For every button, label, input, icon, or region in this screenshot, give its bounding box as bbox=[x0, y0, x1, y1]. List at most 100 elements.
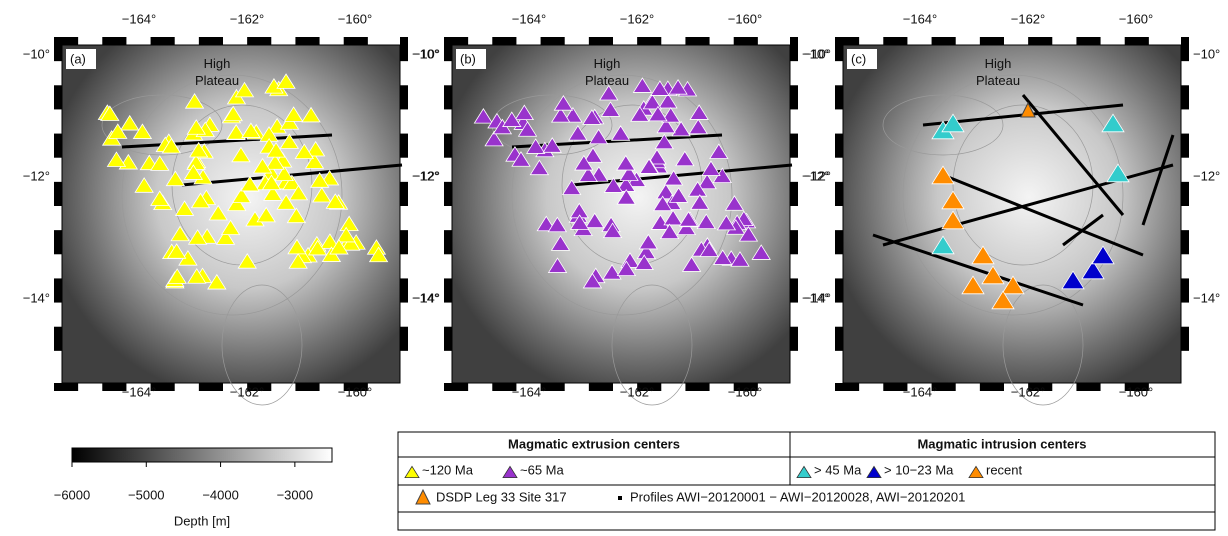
lon-tick-label: −160° bbox=[728, 11, 762, 26]
marker bbox=[525, 138, 546, 154]
marker bbox=[187, 268, 207, 284]
lon-tick-label: −162° bbox=[1011, 384, 1045, 399]
marker bbox=[941, 210, 965, 230]
frame bbox=[400, 230, 408, 256]
lat-tick-label: −12° bbox=[23, 168, 50, 183]
frame bbox=[444, 85, 452, 111]
frame bbox=[468, 37, 494, 45]
frame bbox=[1181, 230, 1189, 256]
lon-tick-label: −162° bbox=[620, 11, 654, 26]
marker bbox=[286, 207, 307, 224]
marker bbox=[663, 209, 683, 226]
frame bbox=[790, 350, 798, 376]
frame bbox=[835, 326, 843, 352]
frame bbox=[564, 37, 590, 45]
marker bbox=[312, 186, 332, 203]
lat-tick-label: −12° bbox=[1193, 168, 1220, 183]
frame bbox=[400, 206, 408, 232]
frame bbox=[54, 278, 62, 304]
marker bbox=[220, 219, 241, 236]
marker bbox=[568, 124, 588, 141]
frame bbox=[1124, 383, 1150, 391]
frame bbox=[790, 61, 798, 87]
frame bbox=[1052, 37, 1078, 45]
contour bbox=[611, 284, 693, 406]
frame bbox=[247, 383, 273, 391]
frame bbox=[835, 181, 843, 207]
frame bbox=[444, 383, 470, 391]
frame bbox=[757, 383, 783, 391]
marker bbox=[237, 253, 257, 269]
frame bbox=[247, 37, 273, 45]
marker bbox=[336, 226, 356, 243]
frame bbox=[835, 157, 843, 183]
frame bbox=[907, 37, 933, 45]
frame bbox=[931, 37, 957, 45]
frame bbox=[150, 383, 176, 391]
lat-tick-label: −12° bbox=[413, 168, 440, 183]
map-panel: (c) High Plateau −164° −164° −162° −162° −160° −… bbox=[804, 11, 1220, 406]
marker bbox=[309, 172, 330, 188]
frame bbox=[790, 326, 798, 352]
marker bbox=[981, 265, 1005, 285]
frame bbox=[223, 383, 249, 391]
profile bbox=[1062, 213, 1104, 247]
profile bbox=[872, 233, 1084, 307]
marker bbox=[473, 107, 494, 124]
frame bbox=[54, 157, 62, 183]
contour bbox=[101, 94, 223, 156]
frame bbox=[1028, 37, 1054, 45]
marker bbox=[661, 106, 681, 123]
frame bbox=[54, 326, 62, 352]
marker bbox=[991, 290, 1015, 310]
marker bbox=[208, 204, 228, 221]
frame bbox=[835, 254, 843, 280]
frame bbox=[444, 61, 452, 87]
lat-tick-label: −14° bbox=[23, 290, 50, 305]
lat-tick-label: −10° bbox=[412, 46, 439, 61]
frame bbox=[444, 254, 452, 280]
frame bbox=[1124, 37, 1150, 45]
marker bbox=[339, 215, 359, 232]
frame bbox=[1181, 85, 1189, 111]
marker bbox=[701, 160, 721, 176]
frame bbox=[295, 383, 321, 391]
marker bbox=[188, 141, 209, 158]
marker bbox=[941, 113, 965, 133]
frame bbox=[367, 383, 393, 391]
frame bbox=[444, 350, 452, 376]
marker bbox=[1101, 113, 1125, 133]
frame bbox=[54, 181, 62, 207]
marker bbox=[165, 170, 186, 187]
marker bbox=[329, 238, 349, 255]
frame bbox=[400, 85, 408, 111]
frame bbox=[1181, 181, 1189, 207]
frame bbox=[54, 85, 62, 111]
frame bbox=[54, 206, 62, 232]
marker bbox=[320, 233, 340, 249]
marker bbox=[588, 128, 609, 145]
marker bbox=[288, 253, 308, 269]
lat-tick-label: −10° bbox=[802, 46, 829, 61]
frame bbox=[78, 37, 104, 45]
frame bbox=[883, 37, 909, 45]
frame bbox=[835, 109, 843, 135]
frame bbox=[790, 254, 798, 280]
map-panel: (b) High Plateau −164° −164° −162° −162° −160° −… bbox=[413, 11, 829, 406]
frame bbox=[444, 37, 452, 63]
marker bbox=[226, 124, 246, 140]
frame bbox=[979, 383, 1005, 391]
marker bbox=[547, 257, 568, 273]
lat-tick-label: −14° bbox=[804, 290, 831, 305]
frame bbox=[444, 133, 452, 159]
frame bbox=[1181, 302, 1189, 328]
marker bbox=[941, 190, 965, 210]
frame bbox=[54, 133, 62, 159]
lat-tick-label: −10° bbox=[804, 46, 831, 61]
marker bbox=[630, 106, 650, 122]
lon-tick-label: −164° bbox=[903, 11, 937, 26]
profile bbox=[1141, 134, 1175, 226]
marker bbox=[282, 174, 302, 191]
frame bbox=[400, 157, 408, 183]
